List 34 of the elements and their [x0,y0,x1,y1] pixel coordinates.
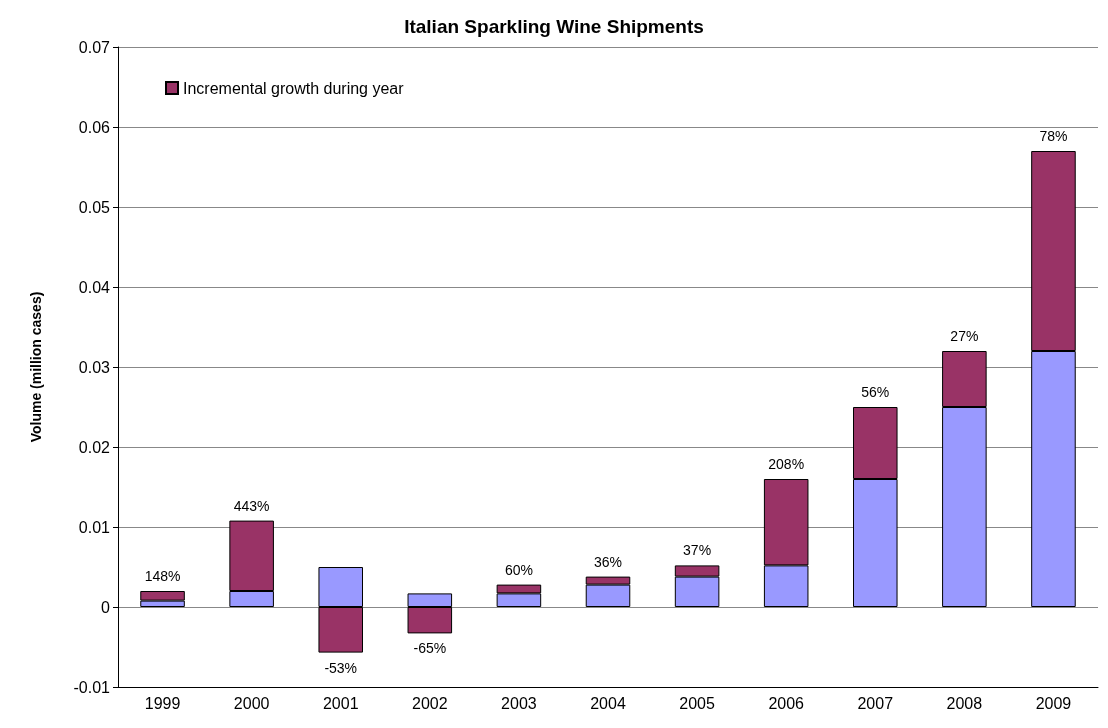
annotation: 78% [1039,128,1068,144]
annotation: 37% [683,542,712,559]
y-tick-label: 0.06 [78,118,111,136]
x-tick-label: 2006 [768,694,805,712]
x-tick-label: 2003 [501,694,537,712]
x-tick-label: 2007 [857,694,894,712]
annotation: 443% [233,497,270,514]
legend-label: Incremental growth during year [183,79,405,97]
annotation: -53% [324,659,358,676]
y-tick-label: 0.02 [78,438,111,456]
annotation: 208% [768,456,805,472]
chart-title: Italian Sparkling Wine Shipments [404,16,704,37]
x-tick-label: 2004 [590,694,626,712]
x-tick-label: 2001 [322,694,359,712]
y-tick-label: 0.05 [78,198,111,216]
annotation: 60% [504,561,533,578]
y-tick-label: 0 [101,598,111,616]
y-tick-label: 0.04 [78,278,111,296]
annotation: 27% [950,328,979,344]
y-tick-label: 0.03 [78,358,111,376]
y-tick-label: 0.01 [78,518,111,536]
x-tick-label: 2000 [233,694,270,712]
annotation: 148% [144,568,181,584]
y-axis-title: Volume (million cases) [28,291,44,443]
annotation: 56% [861,384,890,400]
annotation: 36% [593,553,623,570]
x-tick-label: 1999 [144,694,181,712]
annotation: -65% [413,640,447,657]
x-tick-label: 2008 [946,694,983,712]
y-tick-label: -0.01 [73,678,111,696]
x-tick-label: 2002 [412,694,448,712]
x-tick-label: 2009 [1035,694,1072,712]
y-tick-label: 0.07 [78,38,111,56]
x-tick-label: 2005 [679,694,715,712]
